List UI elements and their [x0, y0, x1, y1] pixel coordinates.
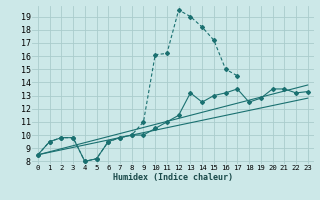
X-axis label: Humidex (Indice chaleur): Humidex (Indice chaleur) [113, 173, 233, 182]
